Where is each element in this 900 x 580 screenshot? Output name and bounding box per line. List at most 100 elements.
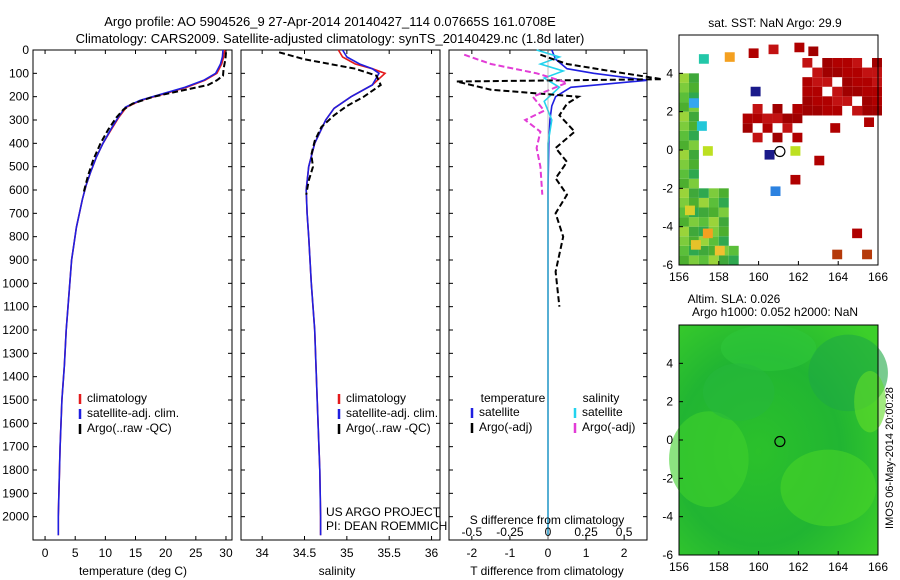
temperature-ytick-label: 1800 <box>2 463 29 477</box>
sst-cell <box>698 217 709 227</box>
sst-cell <box>708 255 719 265</box>
temperature-ytick-label: 100 <box>9 66 29 80</box>
sst-cell <box>688 73 699 83</box>
sst-cell <box>852 67 863 78</box>
sst-cell <box>718 197 729 208</box>
sst-cell <box>762 113 773 124</box>
sla-map-title-line1: Altim. SLA: 0.026 <box>688 292 781 306</box>
sst-cell <box>772 104 783 114</box>
sst-cell <box>872 77 882 87</box>
sst-cell <box>812 67 823 78</box>
difference-xtick-label: -2 <box>467 546 478 560</box>
sst-cell <box>698 236 709 246</box>
sst_map-xtick-label: 160 <box>749 270 769 284</box>
sst-cell <box>724 52 735 62</box>
legend-label: satellite <box>582 405 623 419</box>
sst-cell <box>842 67 853 78</box>
temperature-ytick-label: 2000 <box>2 510 29 524</box>
sst-cell <box>679 178 689 189</box>
sst-cell <box>770 186 781 196</box>
sst-cell <box>679 150 689 160</box>
sst-cell <box>872 67 882 78</box>
sst_map-xtick-label: 162 <box>788 270 808 284</box>
sst-cell <box>708 217 719 227</box>
difference-x2tick-label: 0.5 <box>616 525 633 539</box>
sst-cell <box>812 105 823 116</box>
sst-cell <box>792 132 803 143</box>
difference-xtick-label: 0 <box>545 546 552 560</box>
sst-cell <box>792 113 803 124</box>
sst-cell <box>679 217 689 227</box>
sst-cell <box>832 105 843 116</box>
sst-cell <box>862 86 873 97</box>
sst-cell <box>808 46 819 57</box>
sst-cell <box>752 132 763 143</box>
temperature-ytick-label: 0 <box>22 43 29 57</box>
sst-cell <box>790 146 801 156</box>
sla_map-ytick-label: 4 <box>666 356 673 370</box>
sst-cell <box>679 159 689 170</box>
sst-cell <box>718 207 729 218</box>
sst-cell <box>802 58 813 68</box>
temperature-ytick-label: 1000 <box>2 276 29 290</box>
sst-cell <box>718 188 729 198</box>
difference-xlabel: T difference from climatology <box>470 564 624 578</box>
difference-x2tick-label: -0.25 <box>496 525 524 539</box>
sst-cell <box>718 236 729 246</box>
legend-label: satellite-adj. clim. <box>87 406 179 420</box>
legend-header-temperature: temperature <box>481 391 546 405</box>
sst-cell <box>690 240 701 250</box>
sst-cell <box>679 169 689 179</box>
difference-xtick-label: 1 <box>583 546 590 560</box>
sst-cell <box>832 96 843 106</box>
sst-cell <box>772 113 783 124</box>
sst-cell <box>679 226 689 237</box>
sst-cell <box>764 150 775 160</box>
sst-cell <box>832 249 843 260</box>
sst-cell <box>782 113 793 124</box>
sst_map-ytick-label: -2 <box>662 181 673 195</box>
sst-cell <box>852 228 863 239</box>
temperature-ytick-label: 600 <box>9 183 29 197</box>
sst-cell <box>822 67 833 78</box>
sst-cell <box>852 77 863 87</box>
temperature-series-satellite-adj-clim- <box>57 49 224 536</box>
sla_map-xtick-label: 166 <box>868 560 888 574</box>
sst-cell <box>750 86 761 97</box>
sst-cell <box>688 169 699 179</box>
sla-map-title-line2: Argo h1000: 0.052 h2000: NaN <box>692 305 858 319</box>
sla_map-ytick-label: -4 <box>662 510 673 524</box>
sst-cell <box>718 255 729 265</box>
sla_map-argo-marker <box>774 435 786 448</box>
sst_map-ytick-label: 2 <box>666 105 673 119</box>
sst_map-ytick-label: 4 <box>666 66 673 80</box>
sst-cell <box>679 207 689 218</box>
sst-cell <box>802 86 813 97</box>
sst-cell <box>684 205 695 216</box>
sst-cell <box>792 104 803 114</box>
sst-cell <box>688 245 699 256</box>
sst-cell <box>812 96 823 106</box>
legend-label: satellite-adj. clim. <box>346 406 438 420</box>
sst-cell <box>679 188 689 198</box>
sst-map-title: sat. SST: NaN Argo: 29.9 <box>708 16 842 30</box>
temperature-ytick-label: 900 <box>9 253 29 267</box>
sst_map-argo-marker <box>774 145 786 158</box>
temperature-ytick-label: 1300 <box>2 346 29 360</box>
sst-cell <box>728 245 739 256</box>
salinity-xtick-label: 36 <box>425 546 439 560</box>
temperature-ytick-label: 400 <box>9 136 29 150</box>
temperature-xlabel: temperature (deg C) <box>79 564 187 578</box>
temperature-ytick-label: 1600 <box>2 416 29 430</box>
temperature-xtick-label: 10 <box>99 546 113 560</box>
salinity-xtick-label: 34 <box>255 546 269 560</box>
sst-cell <box>688 111 699 122</box>
temperature-series-argo-raw-qc- <box>82 52 227 193</box>
sst-cell <box>864 117 875 127</box>
sst-cell <box>688 98 699 108</box>
temperature-ytick-label: 200 <box>9 90 29 104</box>
temperature-panel: 0100200300400500600700800900100011001200… <box>2 43 233 560</box>
sst_map-xtick-label: 156 <box>669 270 689 284</box>
temperature-xtick-label: 15 <box>129 546 143 560</box>
difference-x2tick-label: 0.25 <box>574 525 598 539</box>
